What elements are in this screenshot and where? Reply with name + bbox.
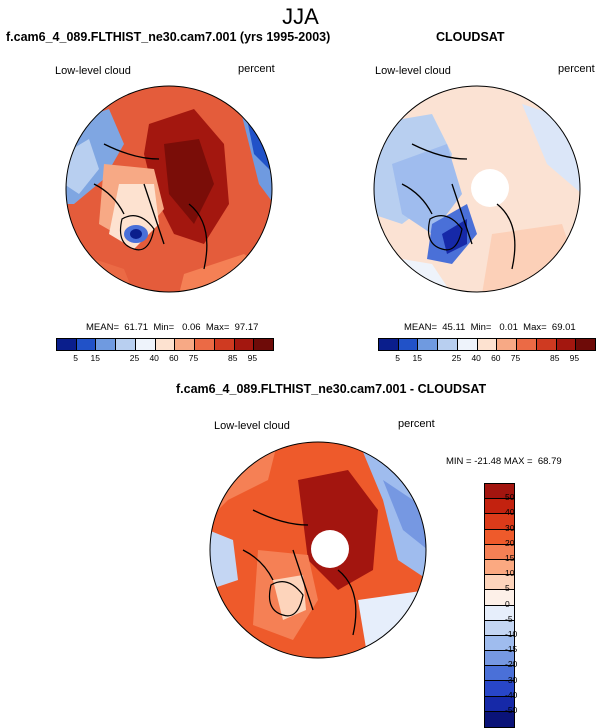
colorbar-swatch: [536, 339, 557, 350]
colorbar-tick-label: 40: [471, 353, 481, 363]
figure-title: JJA: [282, 4, 319, 29]
panel2-stats: MEAN= 45.11 Min= 0.01 Max= 69.01: [404, 322, 576, 333]
colorbar-tick-label: 25: [451, 353, 462, 363]
colorbar-swatch: [477, 339, 498, 350]
colorbar-swatch: [485, 514, 514, 530]
colorbar-swatch: [418, 339, 439, 350]
colorbar-tick-label: 30: [505, 522, 515, 533]
colorbar-swatch: [457, 339, 478, 350]
colorbar-tick-label: 5: [505, 583, 510, 594]
panel1-variable-label: Low-level cloud: [55, 65, 131, 77]
colorbar-tick-label: 95: [247, 353, 258, 363]
colorbar-swatch: [485, 529, 514, 545]
colorbar-tick-label: 10: [505, 568, 515, 579]
panel1-units-label: percent: [238, 63, 275, 75]
colorbar-tick-label: 75: [188, 353, 199, 363]
colorbar-swatch: [438, 339, 458, 350]
colorbar-tick-label: 60: [491, 353, 501, 363]
colorbar-swatch: [485, 544, 514, 560]
colorbar-tick-label: 40: [149, 353, 159, 363]
colorbar-tick-label: 60: [169, 353, 179, 363]
colorbar-swatch: [485, 499, 514, 515]
colorbar-swatch: [135, 339, 156, 350]
colorbar-swatch: [57, 339, 77, 350]
colorbar-tick-label: 15: [505, 553, 515, 563]
panel2-colorbar-ticks: 5 15 25 40 60 75 85 95: [378, 353, 594, 365]
panel2-variable-label: Low-level cloud: [375, 65, 451, 77]
colorbar-tick-label: -50: [505, 705, 518, 715]
colorbar-tick-label: 85: [227, 353, 238, 363]
colorbar-swatch: [485, 559, 514, 576]
colorbar-tick-label: -30: [505, 674, 518, 685]
panel2-colorbar: [378, 338, 596, 351]
colorbar-swatch: [398, 339, 419, 350]
panel2-title: CLOUDSAT: [436, 30, 505, 44]
colorbar-swatch: [517, 339, 537, 350]
colorbar-tick-label: -40: [505, 689, 518, 700]
panel1-polar-map: [65, 85, 273, 293]
colorbar-swatch: [116, 339, 136, 350]
colorbar-tick-label: 15: [412, 353, 422, 363]
colorbar-tick-label: 40: [505, 507, 515, 518]
colorbar-tick-label: 50: [505, 492, 515, 503]
colorbar-tick-label: 75: [510, 353, 521, 363]
colorbar-swatch: [96, 339, 117, 350]
colorbar-swatch: [485, 605, 514, 621]
colorbar-swatch: [576, 339, 596, 350]
colorbar-swatch: [497, 339, 518, 350]
panel3-polar-map: [209, 441, 427, 659]
colorbar-tick-label: -5: [505, 613, 513, 624]
colorbar-swatch: [254, 339, 274, 350]
colorbar-tick-label: 25: [129, 353, 140, 363]
colorbar-swatch: [379, 339, 399, 350]
panel3-title: f.cam6_4_089.FLTHIST_ne30.cam7.001 - CLO…: [176, 382, 487, 396]
colorbar-tick-label: 0: [505, 598, 510, 609]
panel3-stats: MIN = -21.48 MAX = 68.79: [446, 456, 562, 467]
colorbar-swatch: [556, 339, 577, 350]
colorbar-swatch: [485, 484, 514, 500]
colorbar-swatch: [214, 339, 235, 350]
colorbar-swatch: [485, 575, 514, 591]
colorbar-swatch: [175, 339, 196, 350]
panel2-units-label: percent: [558, 63, 595, 75]
colorbar-tick-label: 95: [569, 353, 580, 363]
panel3-variable-label: Low-level cloud: [214, 420, 290, 432]
panel3-colorbar-ticks: 50 40 30 20 15 10 5 0 -5 -10 -15 -20 -30 -40 -50: [505, 483, 545, 728]
colorbar-swatch: [485, 651, 514, 667]
colorbar-swatch: [195, 339, 215, 350]
panel3-units-label: percent: [398, 418, 435, 430]
panel1-stats: MEAN= 61.71 Min= 0.06 Max= 97.17: [86, 322, 259, 333]
colorbar-swatch: [485, 635, 514, 652]
colorbar-tick-label: 15: [90, 353, 100, 363]
panel1-title: f.cam6_4_089.FLTHIST_ne30.cam7.001 (yrs …: [6, 30, 331, 44]
colorbar-tick-label: 5: [73, 353, 78, 363]
colorbar-swatch: [234, 339, 255, 350]
colorbar-swatch: [485, 590, 514, 606]
colorbar-swatch: [485, 620, 514, 636]
colorbar-tick-label: -15: [505, 644, 518, 655]
colorbar-tick-label: 85: [549, 353, 560, 363]
colorbar-tick-label: 5: [395, 353, 400, 363]
colorbar-tick-label: 20: [505, 537, 515, 548]
colorbar-tick-label: -20: [505, 659, 518, 670]
panel1-colorbar-ticks: 5 15 25 40 60 75 85 95: [56, 353, 272, 365]
colorbar-swatch: [76, 339, 97, 350]
panel1-colorbar: [56, 338, 274, 351]
colorbar-swatch: [155, 339, 176, 350]
panel2-polar-map: [373, 85, 581, 293]
colorbar-tick-label: -10: [505, 629, 518, 639]
